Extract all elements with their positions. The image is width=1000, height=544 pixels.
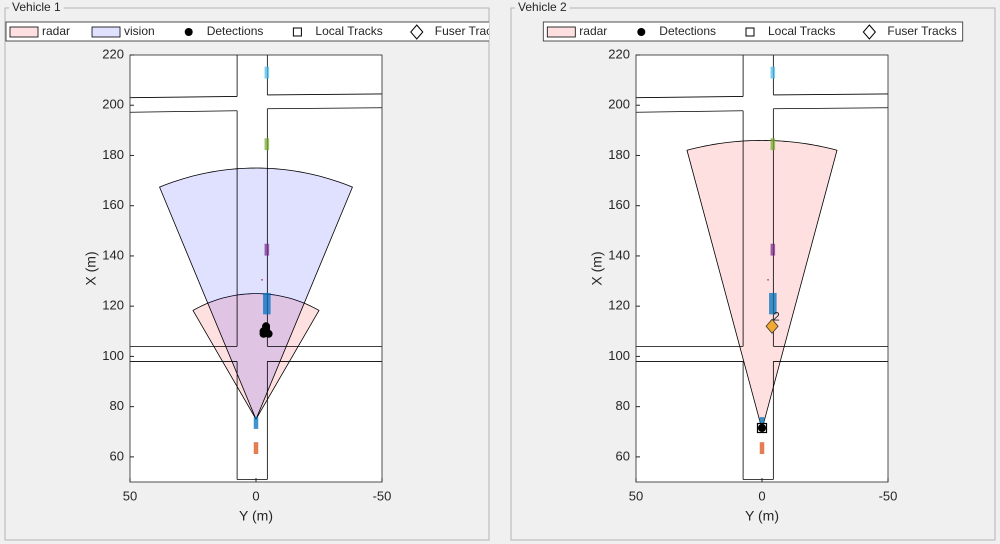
actor [263, 292, 271, 315]
legend-marker [184, 28, 193, 36]
actor [253, 442, 259, 455]
legend-box [5, 21, 489, 42]
x-tick-label: 50 [629, 488, 643, 503]
y-tick-label: 160 [608, 197, 630, 212]
y-tick-label: 200 [608, 97, 630, 112]
legend-label: vision [124, 24, 155, 38]
legend-label: Fuser Tracks [435, 24, 504, 38]
panel-title: Vehicle 1 [12, 0, 61, 14]
legend-wrap: radar vision Detections Local Tracks Fuser T… [5, 21, 504, 42]
legend-marker [292, 27, 302, 37]
actor [767, 279, 769, 281]
coverage-area [159, 167, 353, 421]
panel-title-bg [515, 6, 570, 10]
y-tick-label: 120 [102, 298, 124, 313]
road-edge [130, 96, 238, 99]
road-edge [773, 107, 888, 110]
y-tick-label: 140 [102, 247, 124, 262]
x-tick-label: -50 [879, 488, 898, 503]
y-tick-label: 220 [102, 46, 124, 61]
legend-label: Local Tracks [315, 24, 382, 38]
plot-area [636, 55, 888, 482]
road-edge [636, 110, 744, 113]
road-edge [130, 110, 238, 113]
legend-label: Detections [207, 24, 264, 38]
road-edge [267, 107, 382, 110]
legend-marker [745, 27, 755, 37]
fuser-track [765, 318, 779, 334]
detection [259, 329, 268, 338]
actor [770, 243, 776, 256]
plot-area [130, 55, 382, 482]
legend-swatch [9, 26, 39, 38]
panel-title-bg [9, 6, 64, 10]
y-axis-label: X (m) [589, 251, 605, 285]
panel-title: Vehicle 2 [518, 0, 567, 14]
local-track [756, 422, 768, 434]
y-tick-label: 160 [102, 197, 124, 212]
y-tick-label: 200 [102, 97, 124, 112]
x-tick-label: -50 [373, 488, 392, 503]
actor [770, 66, 776, 79]
actor [759, 442, 765, 455]
detection [758, 423, 766, 432]
y-axis-label: X (m) [83, 251, 99, 285]
actor [264, 66, 270, 79]
y-tick-label: 60 [110, 448, 124, 463]
legend: radar vision Detections Local Tracks Fuser T… [5, 21, 504, 42]
legend-wrap: radar Detections Local Tracks Fuser Tracks [542, 21, 964, 42]
x-axis-label: Y (m) [745, 508, 779, 524]
legend-swatch [91, 26, 121, 38]
y-tick-label: 180 [102, 147, 124, 162]
actor [264, 138, 270, 151]
x-axis-label: Y (m) [239, 508, 273, 524]
fuser-track-label: 2 [773, 309, 780, 323]
y-tick-label: 80 [616, 398, 630, 413]
y-tick-label: 100 [102, 348, 124, 363]
actor [264, 243, 270, 256]
panel: Vehicle 2 2 60 80 100 120 140 160 180 200 220 50 0 -5… [510, 0, 996, 541]
actor [253, 417, 259, 429]
legend: radar Detections Local Tracks Fuser Tracks [542, 21, 964, 42]
y-tick-label: 220 [608, 46, 630, 61]
y-tick-label: 120 [608, 298, 630, 313]
actor [769, 292, 777, 315]
y-tick-label: 140 [608, 247, 630, 262]
detection [262, 322, 271, 331]
legend-swatch [546, 26, 576, 38]
legend-marker [410, 24, 424, 40]
actor [770, 138, 776, 151]
legend-marker [862, 24, 877, 40]
legend-box [542, 21, 964, 42]
x-tick-label: 0 [758, 488, 765, 503]
legend-marker [637, 28, 646, 36]
legend-label: Detections [659, 24, 716, 38]
coverage-area [686, 139, 838, 431]
y-tick-label: 80 [110, 398, 124, 413]
legend-label: radar [579, 24, 607, 38]
road-edge [267, 93, 382, 96]
road-edge [773, 93, 888, 96]
y-tick-label: 60 [616, 448, 630, 463]
y-tick-label: 100 [608, 348, 630, 363]
legend-label: Local Tracks [768, 24, 835, 38]
y-tick-label: 180 [608, 147, 630, 162]
x-tick-label: 50 [123, 488, 137, 503]
x-tick-label: 0 [252, 488, 259, 503]
legend-label: Fuser Tracks [887, 24, 956, 38]
plot-content [130, 55, 382, 480]
road-edge [636, 96, 744, 99]
panel: Vehicle 1 60 80 100 120 140 160 180 200 220 50 0 -50… [4, 0, 504, 541]
plot-content: 2 [636, 55, 888, 480]
actor [261, 279, 263, 281]
coverage-area [192, 293, 320, 421]
legend-label: radar [42, 24, 70, 38]
